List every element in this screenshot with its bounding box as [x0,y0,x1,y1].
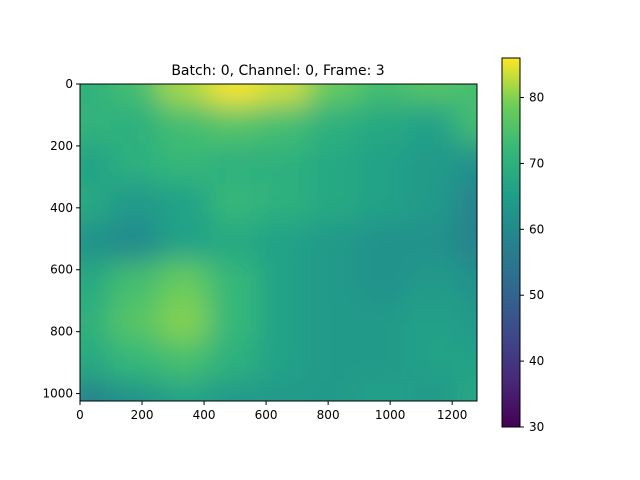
colorbar-tick-label: 60 [529,222,544,236]
colorbar: 30 40 50 60 70 80 [501,57,544,434]
heatmap-cell [457,381,477,401]
colorbar-tick-label: 40 [529,354,544,368]
x-axis: 0 200 400 600 800 1000 1200 [76,401,467,422]
colorbar-tick-label: 30 [529,420,544,434]
y-tick-label: 0 [65,77,73,91]
x-tick-label: 1000 [375,408,406,422]
y-tick-label: 400 [50,201,73,215]
heatmap-image [80,84,477,401]
y-tick-label: 800 [50,325,73,339]
colorbar-tick-label: 80 [529,91,544,105]
x-tick-label: 200 [131,408,154,422]
x-tick-label: 800 [317,408,340,422]
colorbar-gradient [502,58,520,427]
chart-title: Batch: 0, Channel: 0, Frame: 3 [171,63,384,79]
y-tick-label: 600 [50,263,73,277]
plot-frame [79,83,478,402]
y-axis: 0 200 400 600 800 1000 [42,77,80,401]
colorbar-tick-label: 70 [529,156,544,170]
colorbar-tick-label: 50 [529,288,544,302]
x-tick-label: 400 [193,408,216,422]
x-tick-label: 0 [76,408,84,422]
x-tick-label: 1200 [437,408,468,422]
colorbar-frame [501,57,521,428]
y-tick-label: 200 [50,139,73,153]
y-tick-label: 1000 [42,387,73,401]
x-tick-label: 600 [255,408,278,422]
